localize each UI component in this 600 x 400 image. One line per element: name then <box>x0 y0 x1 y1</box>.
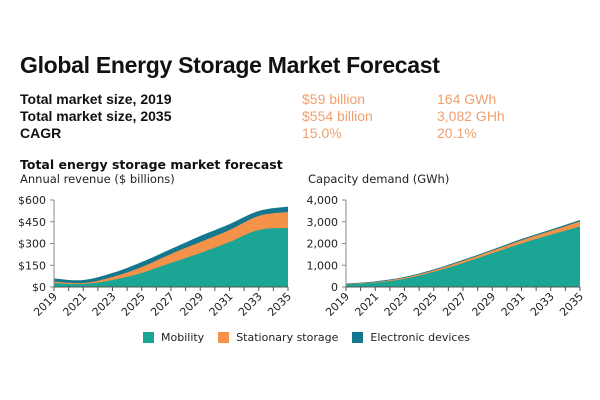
stat-label: CAGR <box>20 125 62 141</box>
stat-capacity: 20.1% <box>437 125 477 141</box>
revenue-y-tick-label: $300 <box>18 238 46 251</box>
capacity-y-tick-label: 0 <box>331 281 338 294</box>
stat-row-2019: Total market size, 2019 $59 billion 164 … <box>20 91 580 108</box>
stat-label: Total market size, 2019 <box>20 91 172 107</box>
capacity-x-tick-label: 2023 <box>382 290 411 319</box>
legend-item-electronic: Electronic devices <box>352 331 470 344</box>
legend-label: Electronic devices <box>370 331 470 344</box>
capacity-x-tick-label: 2027 <box>440 290 469 319</box>
revenue-x-tick-label: 2021 <box>60 290 89 319</box>
revenue-x-tick-label: 2029 <box>177 290 206 319</box>
legend-swatch-mobility <box>143 332 154 343</box>
capacity-x-tick-label: 2025 <box>411 290 440 319</box>
legend-item-mobility: Mobility <box>143 331 204 344</box>
stats-table: Total market size, 2019 $59 billion 164 … <box>20 91 580 142</box>
revenue-x-tick-label: 2023 <box>90 290 119 319</box>
legend: Mobility Stationary storage Electronic d… <box>143 331 484 344</box>
legend-label: Stationary storage <box>236 331 339 344</box>
revenue-x-tick-label: 2025 <box>119 290 148 319</box>
stat-capacity: 3,082 GHh <box>437 108 505 124</box>
revenue-x-tick-label: 2019 <box>31 290 60 319</box>
stat-row-cagr: CAGR 15.0% 20.1% <box>20 125 580 142</box>
legend-label: Mobility <box>161 331 205 344</box>
capacity-y-tick-label: 2,000 <box>307 238 339 251</box>
capacity-x-tick-label: 2019 <box>323 290 352 319</box>
legend-swatch-stationary <box>218 332 230 343</box>
revenue-y-tick-label: $150 <box>18 259 46 272</box>
capacity-y-tick-label: 4,000 <box>307 194 339 207</box>
capacity-y-tick-label: 1,000 <box>307 259 339 272</box>
revenue-x-tick-label: 2027 <box>148 290 177 319</box>
capacity-x-tick-label: 2021 <box>352 290 381 319</box>
capacity-x-tick-label: 2035 <box>557 290 586 319</box>
stat-revenue: $59 billion <box>302 91 366 107</box>
stat-capacity: 164 GWh <box>437 91 497 107</box>
stat-revenue: 15.0% <box>302 125 342 141</box>
page-title: Global Energy Storage Market Forecast <box>20 52 440 78</box>
stat-row-2035: Total market size, 2035 $554 billion 3,0… <box>20 108 580 125</box>
revenue-area-mobility <box>54 227 288 287</box>
revenue-x-tick-label: 2031 <box>207 290 236 319</box>
revenue-y-tick-label: $600 <box>18 194 46 207</box>
legend-item-stationary: Stationary storage <box>218 331 338 344</box>
capacity-x-tick-label: 2029 <box>469 290 498 319</box>
revenue-chart-title: Annual revenue ($ billions) <box>20 172 175 186</box>
capacity-area-mobility <box>346 226 580 287</box>
revenue-x-tick-label: 2035 <box>265 290 294 319</box>
stat-revenue: $554 billion <box>302 108 373 124</box>
capacity-y-tick-label: 3,000 <box>307 216 339 229</box>
capacity-x-tick-label: 2033 <box>528 290 557 319</box>
capacity-x-tick-label: 2031 <box>499 290 528 319</box>
stat-label: Total market size, 2035 <box>20 108 172 124</box>
capacity-chart-title: Capacity demand (GWh) <box>308 172 450 186</box>
legend-swatch-electronic <box>352 332 364 343</box>
revenue-y-tick-label: $0 <box>32 281 46 294</box>
section-title: Total energy storage market forecast <box>20 157 283 172</box>
revenue-y-tick-label: $450 <box>18 216 46 229</box>
revenue-x-tick-label: 2033 <box>236 290 265 319</box>
